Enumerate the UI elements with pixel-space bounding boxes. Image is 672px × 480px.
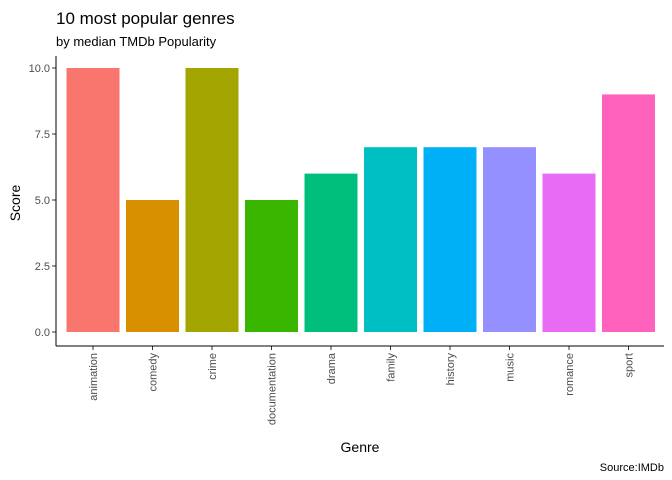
bar-drama <box>304 173 358 332</box>
y-tick-label: 2.5 <box>35 261 50 273</box>
bar-family <box>364 147 417 332</box>
x-tick-label: comedy <box>148 353 160 392</box>
bar-crime <box>185 68 239 332</box>
chart-subtitle: by median TMDb Popularity <box>56 34 217 49</box>
bars-group <box>66 68 655 333</box>
bar-animation <box>66 68 120 332</box>
y-tick-label: 10.0 <box>29 63 50 75</box>
bar-documentation <box>245 200 298 332</box>
x-tick-label: sport <box>624 353 636 377</box>
bar-comedy <box>126 200 179 332</box>
x-tick-label: music <box>505 353 517 382</box>
x-tick-label: family <box>386 353 398 382</box>
x-tick-label: history <box>445 353 457 386</box>
bar-sport <box>602 94 655 333</box>
x-axis-ticks: animation comedy crime documentation drama fa… <box>88 346 636 425</box>
x-tick-label: animation <box>88 353 100 401</box>
y-axis-title: Score <box>7 185 23 222</box>
bar-romance <box>542 173 596 332</box>
x-tick-label: drama <box>326 352 338 384</box>
y-tick-label: 7.5 <box>35 129 50 141</box>
bar-history <box>423 147 477 332</box>
y-tick-label: 0.0 <box>35 327 50 339</box>
y-axis-ticks: 0.0 2.5 5.0 7.5 10.0 <box>29 63 56 339</box>
y-tick-label: 5.0 <box>35 195 50 207</box>
x-tick-label: documentation <box>267 353 279 425</box>
x-axis-title: Genre <box>341 439 380 455</box>
bar-music <box>483 147 536 332</box>
chart-caption: Source:IMDb <box>600 462 664 474</box>
chart-title: 10 most popular genres <box>56 9 235 28</box>
x-tick-label: crime <box>207 353 219 380</box>
x-tick-label: romance <box>564 353 576 396</box>
